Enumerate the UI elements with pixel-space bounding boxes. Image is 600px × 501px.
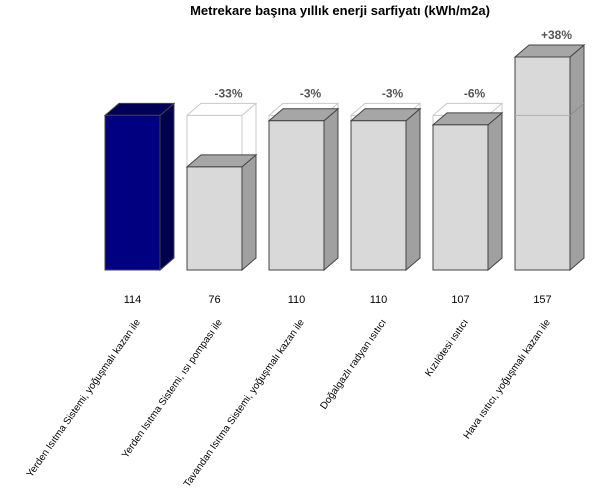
bar-5-front bbox=[432, 124, 489, 271]
bar-1-side bbox=[159, 102, 175, 272]
bar-2-baseline-ghost bbox=[186, 114, 243, 167]
bar-3 bbox=[267, 102, 340, 272]
bar-3-side bbox=[323, 107, 339, 272]
change-label-5: -6% bbox=[464, 86, 486, 100]
bar-2-side bbox=[241, 153, 257, 272]
bar-2-baseline-ghost-top bbox=[186, 102, 258, 116]
bar-1 bbox=[103, 102, 176, 272]
chart-title: Metrekare başına yıllık enerji sarfiyatı… bbox=[190, 3, 490, 18]
category-label-5: Kızılötesi ısıtıcı bbox=[423, 317, 471, 378]
category-label-2: Yerden Isıtma Sistemi, ısı pompası ile bbox=[120, 317, 225, 460]
value-label-3: 110 bbox=[288, 294, 306, 306]
bar-6-front bbox=[514, 56, 571, 271]
bar-4-side bbox=[405, 107, 421, 272]
value-label-6: 157 bbox=[533, 294, 551, 306]
bar-3-front bbox=[268, 120, 325, 271]
value-label-4: 110 bbox=[370, 294, 388, 306]
bar-2 bbox=[185, 102, 258, 272]
bar-5 bbox=[431, 102, 504, 272]
bar-1-front bbox=[104, 114, 161, 271]
change-label-2: -33% bbox=[214, 86, 242, 100]
bar-6 bbox=[513, 43, 586, 272]
bar-5-side bbox=[487, 111, 503, 272]
bar-6-baseline-line-side bbox=[569, 102, 585, 116]
category-label-4: Doğalgazlı radyan ısıtıcı bbox=[318, 317, 389, 411]
bar-6-side bbox=[569, 43, 585, 272]
bar-2-front bbox=[186, 166, 243, 271]
bar-4 bbox=[349, 102, 422, 272]
value-label-5: 107 bbox=[451, 294, 469, 306]
bar-5-baseline-ghost-top bbox=[432, 102, 504, 116]
category-label-6: Hava ısıtıcı, yoğuşmalı kazan ile bbox=[462, 317, 554, 441]
value-label-2: 76 bbox=[208, 294, 220, 306]
change-label-4: -3% bbox=[382, 86, 404, 100]
bar-4-front bbox=[350, 120, 407, 271]
change-label-3: -3% bbox=[300, 86, 322, 100]
bars-group bbox=[103, 43, 586, 272]
value-label-1: 114 bbox=[124, 294, 142, 306]
change-label-6: +38% bbox=[541, 28, 572, 42]
